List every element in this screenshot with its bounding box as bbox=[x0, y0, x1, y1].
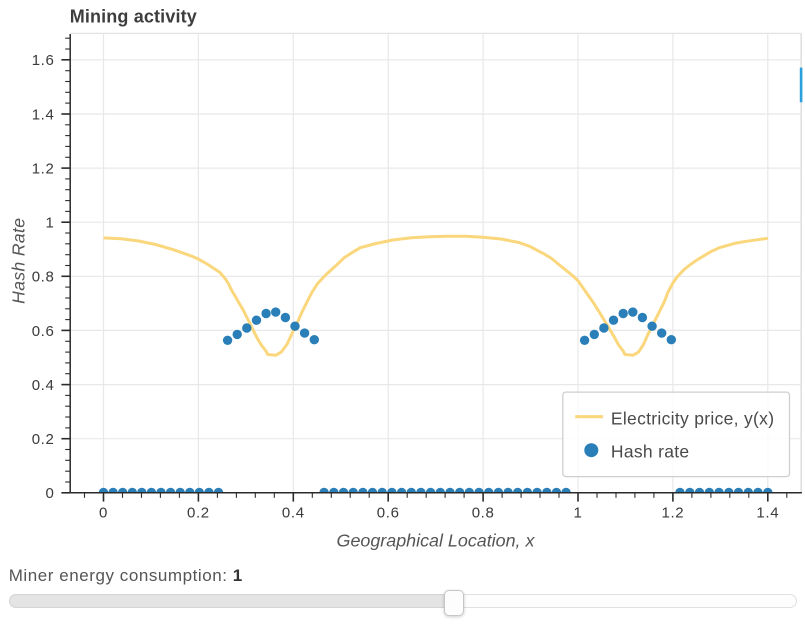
svg-text:Hash rate: Hash rate bbox=[611, 442, 690, 462]
svg-text:1: 1 bbox=[46, 215, 55, 232]
svg-text:1.2: 1.2 bbox=[32, 161, 55, 178]
svg-text:0.8: 0.8 bbox=[32, 269, 55, 286]
svg-text:0.4: 0.4 bbox=[282, 505, 305, 522]
svg-text:0.2: 0.2 bbox=[187, 505, 210, 522]
svg-text:0.6: 0.6 bbox=[32, 323, 55, 340]
svg-text:0: 0 bbox=[46, 485, 55, 502]
svg-text:1: 1 bbox=[574, 505, 583, 522]
svg-text:1.2: 1.2 bbox=[661, 505, 684, 522]
svg-text:Mining activity: Mining activity bbox=[70, 6, 197, 26]
svg-text:0.8: 0.8 bbox=[472, 505, 495, 522]
svg-text:1.6: 1.6 bbox=[32, 52, 55, 69]
svg-text:1.4: 1.4 bbox=[756, 505, 779, 522]
svg-text:0.6: 0.6 bbox=[377, 505, 400, 522]
svg-text:1.4: 1.4 bbox=[32, 106, 55, 123]
svg-text:0.4: 0.4 bbox=[32, 377, 55, 394]
svg-text:0.2: 0.2 bbox=[32, 431, 55, 448]
svg-text:Hash Rate: Hash Rate bbox=[9, 218, 29, 304]
svg-text:0: 0 bbox=[99, 505, 108, 522]
svg-text:Geographical Location, x: Geographical Location, x bbox=[337, 531, 536, 551]
svg-text:Electricity price, y(x): Electricity price, y(x) bbox=[611, 408, 774, 428]
